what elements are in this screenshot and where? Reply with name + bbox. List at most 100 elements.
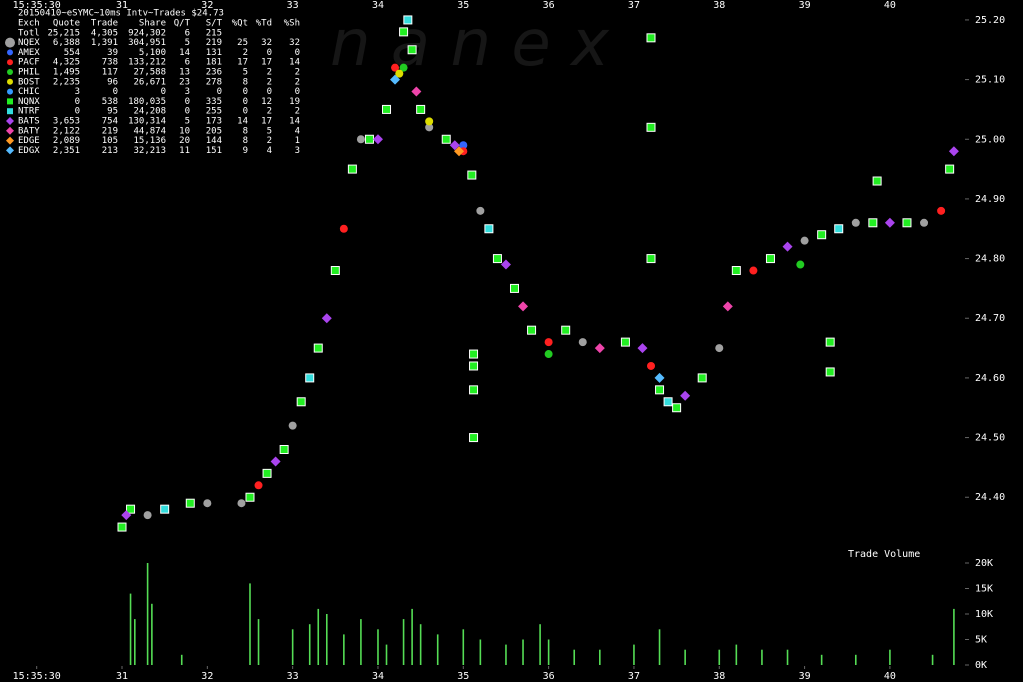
trade-marker [126, 504, 136, 514]
volume-bar [462, 629, 465, 665]
trade-marker [270, 456, 281, 467]
trade-marker [646, 254, 656, 264]
legend-stat: 180,035 [128, 97, 166, 107]
legend-stat: 2 [267, 107, 272, 117]
x-tick-label: 34 [372, 671, 384, 682]
volume-bar [547, 639, 550, 665]
volume-bar [402, 619, 405, 665]
volume-tick-label: 5K [975, 635, 987, 646]
trade-marker [544, 350, 553, 359]
legend-stat: 12 [261, 97, 272, 107]
trade-marker [399, 27, 409, 37]
trade-marker [399, 63, 408, 72]
trade-marker [411, 86, 422, 97]
legend-stat: 10 [179, 126, 190, 136]
legend-stat: 1,495 [53, 68, 80, 78]
trade-marker [459, 141, 468, 150]
x-tick-label: 15:35:30 [13, 0, 61, 11]
volume-bar [889, 649, 891, 665]
legend-name: BATY [18, 126, 40, 136]
legend-header: Share [139, 19, 166, 29]
trade-marker [868, 218, 878, 228]
legend-stat: 8 [243, 126, 248, 136]
legend-stat: 236 [206, 68, 222, 78]
trade-marker [518, 301, 529, 312]
trade-marker [117, 522, 127, 532]
volume-bar [360, 619, 362, 665]
y-tick-label: 25.20 [975, 15, 1005, 26]
legend-marker [7, 88, 13, 95]
legend-stat: 5 [243, 68, 248, 78]
x-tick-label: 31 [116, 671, 128, 682]
trade-marker [469, 433, 479, 443]
legend-header: %Qt [232, 19, 248, 29]
trade-marker [544, 338, 553, 347]
trade-marker [937, 206, 946, 215]
legend-stat: 5 [185, 38, 190, 48]
x-tick-label: 39 [799, 671, 811, 682]
legend-header: S/T [206, 19, 223, 29]
legend-stat: 131 [206, 48, 222, 58]
legend-stat: 5,100 [139, 48, 166, 58]
legend-stat: 335 [206, 97, 222, 107]
trade-marker [825, 367, 835, 377]
volume-bar [129, 593, 132, 665]
legend-stat: 13 [179, 68, 190, 78]
trade-marker [663, 397, 673, 407]
volume-bar [658, 629, 661, 665]
trade-marker [796, 260, 805, 269]
y-tick-label: 24.80 [975, 254, 1005, 265]
y-tick-label: 24.90 [975, 194, 1005, 205]
trade-marker [884, 217, 895, 228]
trade-marker [254, 481, 263, 490]
y-tick-label: 24.60 [975, 373, 1005, 384]
x-tick-label: 40 [884, 0, 896, 11]
trade-marker [245, 492, 255, 502]
legend-stat: 32 [261, 38, 272, 48]
trade-marker [321, 313, 332, 324]
x-tick-label: 40 [884, 671, 896, 682]
x-tick-label: 35 [457, 671, 469, 682]
volume-bar [684, 649, 686, 665]
volume-bar [343, 634, 345, 665]
legend-stat: 2 [267, 136, 272, 146]
trade-marker [185, 498, 195, 508]
volume-tick-label: 20K [975, 558, 993, 569]
legend-stat: 173 [206, 117, 222, 127]
volume-bar [146, 563, 149, 665]
x-tick-label: 35 [457, 0, 469, 11]
legend-stat: 14 [237, 117, 248, 127]
legend-stat: 44,874 [133, 126, 166, 136]
legend-stat: 4,325 [53, 58, 80, 68]
trade-marker [647, 361, 656, 370]
legend-header: Trade [91, 19, 118, 29]
legend-header: Q/T [174, 19, 191, 29]
trade-marker [620, 337, 630, 347]
volume-bar [573, 649, 576, 665]
trade-marker [262, 468, 272, 478]
legend-stat: 27,588 [133, 68, 166, 78]
volume-bar [522, 639, 524, 665]
trade-marker [637, 343, 648, 354]
legend-stat: 4 [267, 146, 272, 156]
legend-stat: 14 [289, 58, 300, 68]
legend-stat: 14 [179, 48, 190, 58]
legend-stat: 5 [267, 126, 272, 136]
trade-marker [945, 164, 955, 174]
legend-stat: 4 [295, 126, 300, 136]
trade-marker [834, 224, 844, 234]
volume-bar [735, 644, 738, 665]
volume-bar [377, 629, 379, 665]
legend-name: BATS [18, 117, 40, 127]
legend-total: Totl [18, 28, 40, 38]
legend-name: BOST [18, 77, 40, 87]
trade-marker [403, 15, 413, 25]
legend-name: EDGX [18, 146, 40, 156]
volume-bar [505, 644, 507, 665]
legend-name: CHIC [18, 87, 40, 97]
volume-bar [633, 644, 635, 665]
trade-marker [902, 218, 912, 228]
legend-stat: 2,235 [53, 77, 80, 87]
trade-marker [920, 218, 929, 227]
